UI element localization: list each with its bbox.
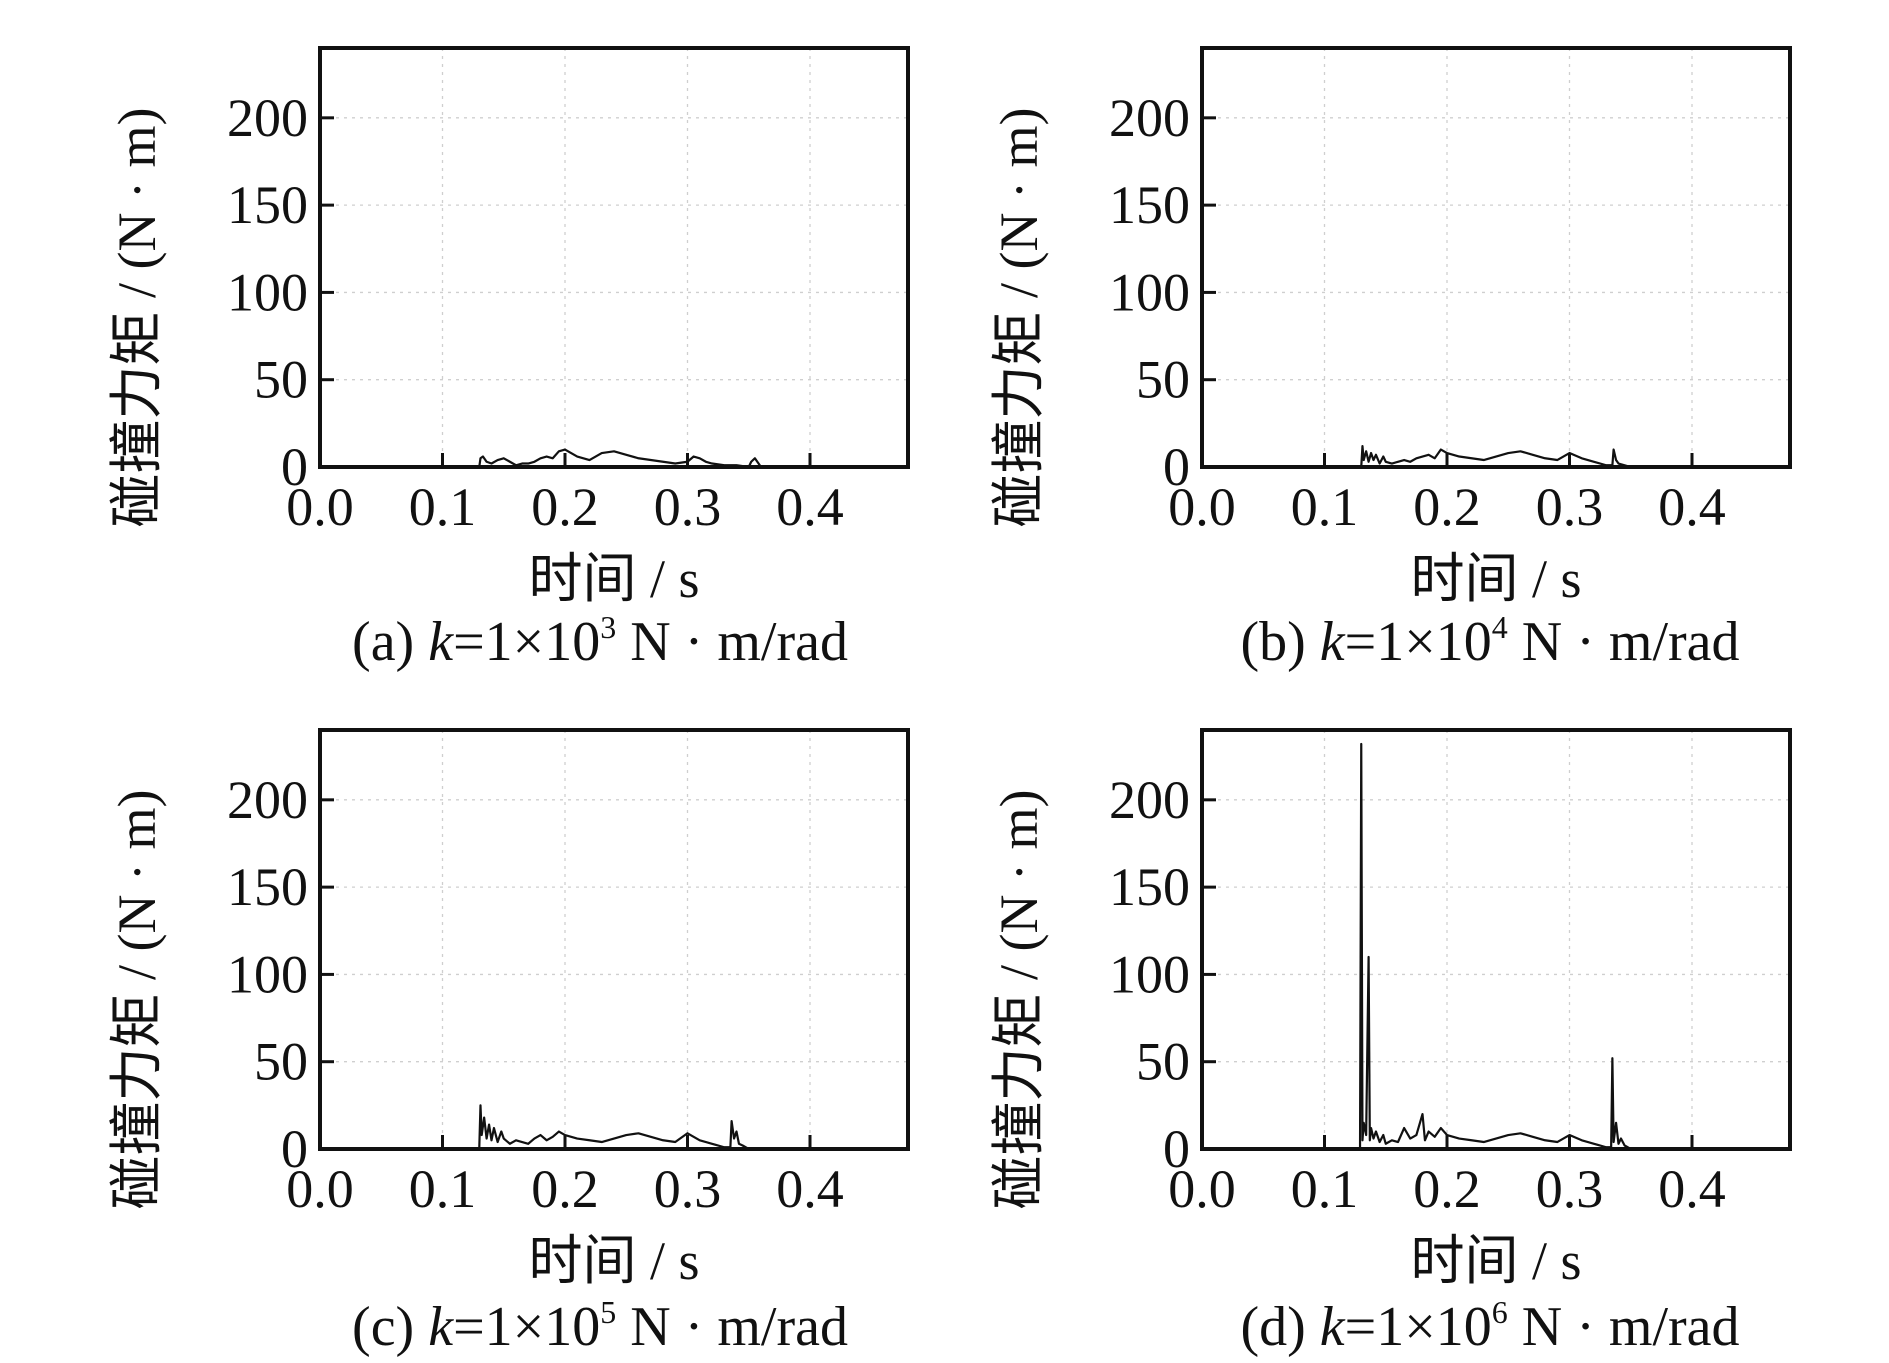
caption-eq: =1×10 <box>453 611 600 673</box>
y-axis-label: 碰撞力矩 / (N · m) <box>107 108 167 528</box>
x-tick-label: 0.0 <box>1168 1159 1236 1219</box>
caption-space <box>1306 611 1320 673</box>
x-axis-label: 时间 / s <box>1410 1231 1581 1291</box>
x-axis-label: 时间 / s <box>1410 549 1581 609</box>
y-axis-label: 碰撞力矩 / (N · m) <box>107 790 167 1210</box>
plot-frame <box>318 46 910 469</box>
y-tick-label: 200 <box>227 88 308 148</box>
caption-eq: =1×10 <box>1345 1296 1492 1358</box>
y-axis-label: 碰撞力矩 / (N · m) <box>989 790 1049 1210</box>
y-tick-label: 150 <box>227 857 308 917</box>
caption-k: k <box>1320 611 1346 673</box>
x-tick-label: 0.2 <box>1413 1159 1481 1219</box>
x-tick-label: 0.4 <box>1658 1159 1726 1219</box>
y-tick-label: 100 <box>227 262 308 322</box>
panel-caption: (c) k=1×105 N · m/rad <box>352 1294 848 1358</box>
x-tick-label: 0.4 <box>776 477 844 537</box>
y-tick-label: 150 <box>1109 175 1190 235</box>
plot-frame <box>1200 728 1792 1151</box>
x-tick-label: 0.1 <box>1291 477 1359 537</box>
series-line <box>320 1104 908 1151</box>
y-tick-label: 100 <box>1109 262 1190 322</box>
series-line <box>1202 444 1790 469</box>
x-tick-label: 0.3 <box>654 477 722 537</box>
caption-eq: =1×10 <box>453 1296 600 1358</box>
y-tick-label: 0 <box>281 437 308 497</box>
caption-exp: 4 <box>1492 609 1508 645</box>
y-tick-label: 0 <box>281 1119 308 1179</box>
x-tick-label: 0.2 <box>531 1159 599 1219</box>
x-tick-label: 0.0 <box>286 1159 354 1219</box>
caption-exp: 5 <box>600 1294 616 1330</box>
panel-caption: (b) k=1×104 N · m/rad <box>1240 609 1739 673</box>
x-axis-label: 时间 / s <box>528 1231 699 1291</box>
x-tick-label: 0.1 <box>1291 1159 1359 1219</box>
y-tick-label: 200 <box>227 770 308 830</box>
series-line <box>1202 742 1790 1151</box>
caption-space <box>414 611 428 673</box>
caption-unit: N · m/rad <box>1508 1296 1740 1358</box>
plot-frame <box>318 728 910 1151</box>
plot-frame <box>1200 46 1792 469</box>
x-tick-label: 0.0 <box>1168 477 1236 537</box>
y-tick-label: 50 <box>254 350 308 410</box>
caption-k: k <box>428 1296 454 1358</box>
caption-label: (b) <box>1240 611 1305 673</box>
caption-exp: 6 <box>1492 1294 1508 1330</box>
caption-unit: N · m/rad <box>616 611 848 673</box>
y-tick-label: 0 <box>1163 437 1190 497</box>
caption-label: (a) <box>352 611 414 673</box>
caption-unit: N · m/rad <box>616 1296 848 1358</box>
x-tick-label: 0.1 <box>409 1159 477 1219</box>
y-tick-label: 150 <box>227 175 308 235</box>
caption-eq: =1×10 <box>1345 611 1492 673</box>
y-tick-label: 200 <box>1109 88 1190 148</box>
caption-k: k <box>1320 1296 1346 1358</box>
y-tick-label: 150 <box>1109 857 1190 917</box>
panel-caption: (a) k=1×103 N · m/rad <box>352 609 848 673</box>
series-line <box>320 448 908 469</box>
x-tick-label: 0.3 <box>654 1159 722 1219</box>
chart-panel-0: 0.0 0.1 0.2 0.3 0.4 0 50 100 150 200 时间 / s 碰撞力矩 / … <box>107 46 910 673</box>
y-tick-label: 0 <box>1163 1119 1190 1179</box>
x-tick-label: 0.3 <box>1536 1159 1604 1219</box>
caption-space <box>414 1296 428 1358</box>
x-tick-label: 0.1 <box>409 477 477 537</box>
y-tick-label: 100 <box>1109 944 1190 1004</box>
y-tick-label: 50 <box>1136 350 1190 410</box>
x-tick-label: 0.3 <box>1536 477 1604 537</box>
chart-panel-2: 0.0 0.1 0.2 0.3 0.4 0 50 100 150 200 时间 / s 碰撞力矩 / … <box>107 728 910 1358</box>
y-tick-label: 50 <box>1136 1032 1190 1092</box>
x-tick-label: 0.4 <box>1658 477 1726 537</box>
y-axis-label: 碰撞力矩 / (N · m) <box>989 108 1049 528</box>
y-tick-label: 100 <box>227 944 308 1004</box>
x-tick-label: 0.4 <box>776 1159 844 1219</box>
x-axis-label: 时间 / s <box>528 549 699 609</box>
chart-panel-1: 0.0 0.1 0.2 0.3 0.4 0 50 100 150 200 时间 / s 碰撞力矩 / … <box>989 46 1792 673</box>
caption-label: (d) <box>1240 1296 1305 1358</box>
caption-unit: N · m/rad <box>1508 611 1740 673</box>
y-tick-label: 50 <box>254 1032 308 1092</box>
caption-space <box>1306 1296 1320 1358</box>
y-tick-label: 200 <box>1109 770 1190 830</box>
chart-panel-3: 0.0 0.1 0.2 0.3 0.4 0 50 100 150 200 时间 / s 碰撞力矩 / … <box>989 728 1792 1358</box>
x-tick-label: 0.0 <box>286 477 354 537</box>
caption-k: k <box>428 611 454 673</box>
panel-caption: (d) k=1×106 N · m/rad <box>1240 1294 1739 1358</box>
caption-label: (c) <box>352 1296 414 1358</box>
x-tick-label: 0.2 <box>531 477 599 537</box>
caption-exp: 3 <box>600 609 616 645</box>
x-tick-label: 0.2 <box>1413 477 1481 537</box>
